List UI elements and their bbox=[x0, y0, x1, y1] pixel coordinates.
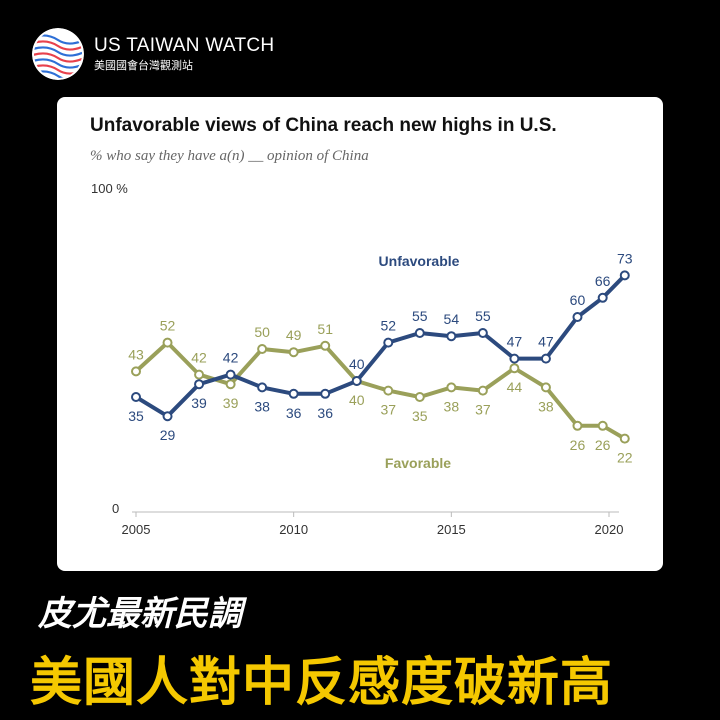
chart-subtitle: % who say they have a(n) __ opinion of C… bbox=[90, 148, 369, 164]
data-point-unfavorable bbox=[257, 382, 268, 393]
data-label-unfavorable: 42 bbox=[223, 350, 239, 366]
data-point-favorable bbox=[619, 433, 630, 444]
data-label-unfavorable: 36 bbox=[286, 405, 302, 421]
data-label-favorable: 22 bbox=[617, 450, 633, 466]
series-line-favorable bbox=[134, 340, 627, 441]
data-point-unfavorable bbox=[414, 328, 425, 338]
series-label-favorable: Favorable bbox=[385, 455, 451, 471]
data-label-favorable: 51 bbox=[317, 321, 333, 337]
data-label-favorable: 43 bbox=[128, 346, 144, 362]
x-axis-tick-label: 2015 bbox=[437, 522, 466, 537]
y-axis-zero-label: 0 bbox=[112, 501, 119, 516]
data-label-unfavorable: 40 bbox=[349, 356, 365, 372]
data-label-unfavorable: 55 bbox=[412, 308, 428, 324]
data-point-unfavorable bbox=[225, 369, 236, 380]
brand: US TAIWAN WATCH 美國國會台灣觀測站 bbox=[32, 28, 274, 80]
data-point-favorable bbox=[257, 344, 268, 354]
brand-name: US TAIWAN WATCH bbox=[94, 35, 275, 56]
data-point-favorable bbox=[288, 347, 299, 358]
data-label-favorable: 35 bbox=[412, 408, 428, 424]
data-label-favorable: 38 bbox=[444, 398, 460, 414]
data-point-unfavorable bbox=[619, 270, 630, 281]
data-label-unfavorable: 29 bbox=[160, 427, 176, 443]
data-point-favorable bbox=[162, 337, 173, 348]
chart-title: Unfavorable views of China reach new hig… bbox=[90, 115, 557, 136]
data-point-favorable bbox=[320, 340, 331, 351]
data-label-favorable: 49 bbox=[286, 327, 302, 343]
series-label-unfavorable: Unfavorable bbox=[379, 253, 460, 269]
data-point-favorable bbox=[225, 379, 236, 390]
data-point-unfavorable bbox=[320, 388, 331, 399]
data-point-unfavorable bbox=[509, 353, 520, 364]
data-label-favorable: 39 bbox=[223, 395, 239, 411]
data-label-unfavorable: 55 bbox=[475, 308, 491, 324]
data-point-unfavorable bbox=[540, 353, 551, 364]
data-point-unfavorable bbox=[383, 337, 394, 348]
data-point-favorable bbox=[572, 420, 583, 431]
data-label-unfavorable: 39 bbox=[191, 395, 207, 411]
headline-line-1: 皮尤最新民調 bbox=[38, 595, 242, 633]
data-point-unfavorable bbox=[131, 392, 141, 402]
data-label-favorable: 26 bbox=[570, 437, 586, 453]
data-point-favorable bbox=[597, 420, 608, 431]
data-point-favorable bbox=[446, 382, 457, 393]
data-label-unfavorable: 54 bbox=[444, 311, 460, 327]
x-axis-tick-label: 2020 bbox=[595, 522, 624, 537]
data-label-unfavorable: 35 bbox=[128, 408, 144, 424]
data-point-favorable bbox=[477, 385, 488, 396]
data-point-unfavorable bbox=[162, 411, 173, 422]
data-label-unfavorable: 66 bbox=[595, 273, 611, 289]
data-label-favorable: 42 bbox=[191, 350, 207, 366]
data-point-unfavorable bbox=[446, 331, 457, 342]
data-label-unfavorable: 52 bbox=[380, 318, 396, 334]
data-label-favorable: 37 bbox=[475, 402, 491, 418]
data-point-favorable bbox=[509, 363, 520, 374]
x-axis-tick-label: 2005 bbox=[122, 522, 151, 537]
data-label-favorable: 52 bbox=[160, 318, 176, 334]
data-point-favorable bbox=[194, 369, 205, 380]
data-label-favorable: 26 bbox=[595, 437, 611, 453]
data-label-unfavorable: 38 bbox=[254, 398, 270, 414]
data-label-unfavorable: 73 bbox=[617, 250, 633, 266]
data-label-unfavorable: 47 bbox=[538, 334, 554, 350]
data-label-favorable: 37 bbox=[380, 402, 396, 418]
data-label-favorable: 40 bbox=[349, 392, 365, 408]
data-point-unfavorable bbox=[477, 328, 488, 338]
chart-card: Unfavorable views of China reach new hig… bbox=[57, 97, 663, 571]
data-point-favorable bbox=[131, 366, 141, 377]
brand-subtitle: 美國國會台灣觀測站 bbox=[94, 60, 193, 72]
data-point-favorable bbox=[540, 382, 551, 393]
data-point-favorable bbox=[383, 385, 394, 396]
data-label-unfavorable: 47 bbox=[507, 334, 523, 350]
data-point-unfavorable bbox=[194, 379, 205, 390]
y-axis-top-label: 100 % bbox=[91, 181, 128, 196]
brand-logo-icon bbox=[32, 28, 84, 80]
data-point-unfavorable bbox=[351, 376, 362, 386]
data-point-unfavorable bbox=[572, 312, 583, 322]
data-label-favorable: 38 bbox=[538, 398, 554, 414]
data-label-favorable: 44 bbox=[507, 379, 523, 395]
data-point-favorable bbox=[414, 392, 425, 402]
data-label-favorable: 50 bbox=[254, 324, 270, 340]
data-point-unfavorable bbox=[288, 388, 299, 399]
data-label-unfavorable: 36 bbox=[317, 405, 333, 421]
data-point-unfavorable bbox=[597, 292, 608, 303]
x-axis-tick-label: 2010 bbox=[279, 522, 308, 537]
data-label-unfavorable: 60 bbox=[570, 292, 586, 308]
headline-line-2: 美國人對中反感度破新高 bbox=[30, 654, 614, 712]
